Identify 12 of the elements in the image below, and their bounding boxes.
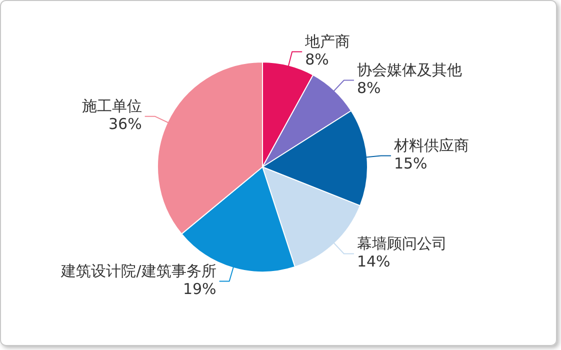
data-label: 15% bbox=[394, 154, 428, 173]
slice-label: 材料供应商 bbox=[392, 136, 469, 155]
slice-label: 施工单位 bbox=[82, 97, 142, 116]
data-label: 19% bbox=[182, 280, 216, 298]
data-label: 8% bbox=[356, 79, 381, 98]
data-label: 8% bbox=[305, 50, 329, 69]
slice-label: 协会媒体及其他 bbox=[356, 61, 462, 80]
data-label: 36% bbox=[108, 115, 142, 134]
slice-label: 建筑设计院/建筑事务所 bbox=[60, 262, 216, 280]
slice-label: 幕墙顾问公司 bbox=[356, 234, 447, 253]
data-label: 14% bbox=[356, 252, 390, 271]
slice-label: 地产商 bbox=[304, 32, 350, 51]
